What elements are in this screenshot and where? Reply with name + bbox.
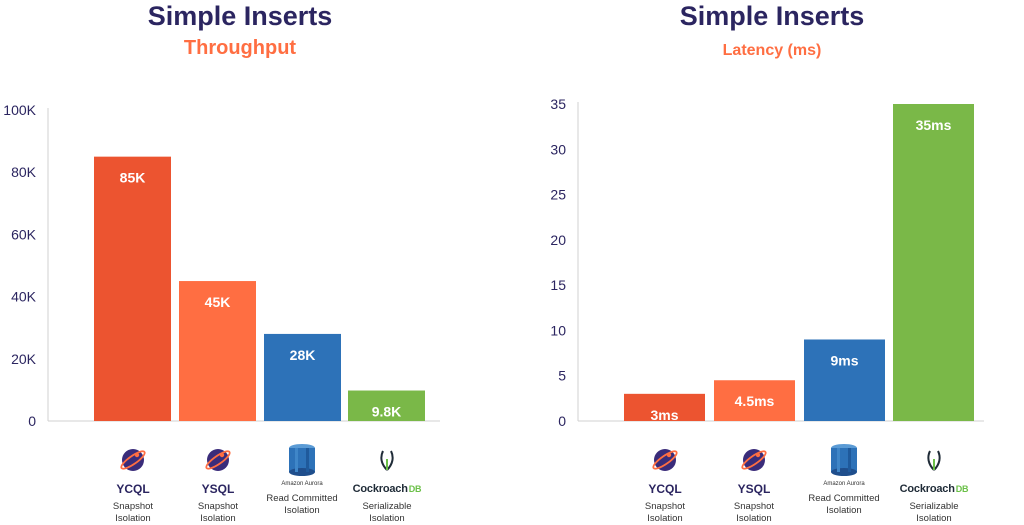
y-tick-label: 0	[558, 413, 566, 429]
category-description: Snapshot Isolation	[733, 501, 775, 524]
amazon-aurora-logo-icon	[257, 440, 347, 480]
y-tick-label: 100K	[3, 102, 36, 118]
y-tick-label: 60K	[11, 226, 37, 242]
category-cockroachdb: CockroachDB Serializable Isolation	[342, 440, 432, 525]
bar-data-label: 9ms	[830, 352, 858, 368]
bar-data-label: 3ms	[650, 407, 678, 423]
y-tick-label: 15	[550, 277, 566, 293]
bar	[893, 104, 974, 421]
category-ysql: YSQL Snapshot Isolation	[173, 440, 263, 525]
y-tick-label: 30	[550, 141, 566, 157]
category-description: Snapshot Isolation	[644, 501, 686, 524]
cockroachdb-logo-icon	[342, 440, 432, 480]
y-tick-label: 10	[550, 322, 566, 338]
bar	[804, 339, 885, 421]
yugabyte-logo-icon	[88, 440, 178, 480]
category-description: Read Committed Isolation	[808, 493, 880, 516]
bar	[348, 390, 425, 421]
bar	[624, 393, 705, 421]
yugabyte-logo-icon	[709, 440, 799, 480]
y-tick-label: 20K	[11, 351, 37, 367]
category-aurora: Amazon Aurora Read Committed Isolation	[799, 440, 889, 517]
y-tick-label: 0	[28, 413, 36, 429]
latency-bar-chart: 0 5 10 15 20 25 30 35 3ms 4.5ms 9ms 35ms	[550, 96, 984, 429]
category-label: CockroachDB	[352, 483, 422, 495]
category-aurora: Amazon Aurora Read Committed Isolation	[257, 440, 347, 517]
category-label: Amazon Aurora	[281, 481, 323, 487]
amazon-aurora-logo-icon	[799, 440, 889, 480]
chart-title: Simple Inserts	[679, 1, 865, 31]
category-description: Snapshot Isolation	[112, 501, 154, 524]
chart-subtitle: Latency (ms)	[722, 42, 822, 59]
yugabyte-logo-icon	[620, 440, 710, 480]
throughput-chart-panel: Simple Inserts Throughput 0 20K 40K 60K 80K 1…	[0, 0, 480, 524]
category-ysql: YSQL Snapshot Isolation	[709, 440, 799, 525]
latency-chart-panel: Simple Inserts Latency (ms) 0 5 10 15 20 25 30…	[520, 0, 1024, 524]
y-tick-label: 5	[558, 368, 566, 384]
category-description: Read Committed Isolation	[266, 493, 338, 516]
throughput-bar-chart: 0 20K 40K 60K 80K 100K 85K 45K 28K 9.8K	[3, 102, 440, 429]
category-label: YCQL	[116, 482, 150, 496]
category-label: YSQL	[737, 482, 771, 496]
bar	[714, 380, 795, 421]
category-description: Snapshot Isolation	[197, 501, 239, 524]
category-ycql: YCQL Snapshot Isolation	[620, 440, 710, 525]
category-cockroachdb: CockroachDB Serializable Isolation	[889, 440, 979, 525]
bar	[264, 333, 341, 421]
bar-data-label: 85K	[120, 170, 146, 186]
chart-subtitle: Throughput	[183, 37, 297, 59]
category-label: YSQL	[201, 482, 235, 496]
y-tick-label: 80K	[11, 164, 37, 180]
category-description: Serializable Isolation	[362, 501, 412, 524]
bar-data-label: 9.8K	[372, 404, 402, 420]
bar-data-label: 45K	[205, 294, 231, 310]
category-ycql: YCQL Snapshot Isolation	[88, 440, 178, 525]
y-tick-label: 35	[550, 96, 566, 112]
category-label: CockroachDB	[899, 483, 969, 495]
category-label: Amazon Aurora	[823, 481, 865, 487]
bar-data-label: 4.5ms	[735, 393, 775, 409]
cockroachdb-logo-icon	[889, 440, 979, 480]
category-description: Serializable Isolation	[909, 501, 959, 524]
y-tick-label: 40K	[11, 289, 37, 305]
bar	[94, 156, 171, 421]
y-tick-label: 25	[550, 187, 566, 203]
chart-title: Simple Inserts	[147, 1, 333, 31]
y-tick-label: 20	[550, 232, 566, 248]
bar-data-label: 35ms	[916, 117, 952, 133]
bar	[179, 281, 256, 421]
category-label: YCQL	[648, 482, 682, 496]
yugabyte-logo-icon	[173, 440, 263, 480]
bar-data-label: 28K	[290, 347, 316, 363]
